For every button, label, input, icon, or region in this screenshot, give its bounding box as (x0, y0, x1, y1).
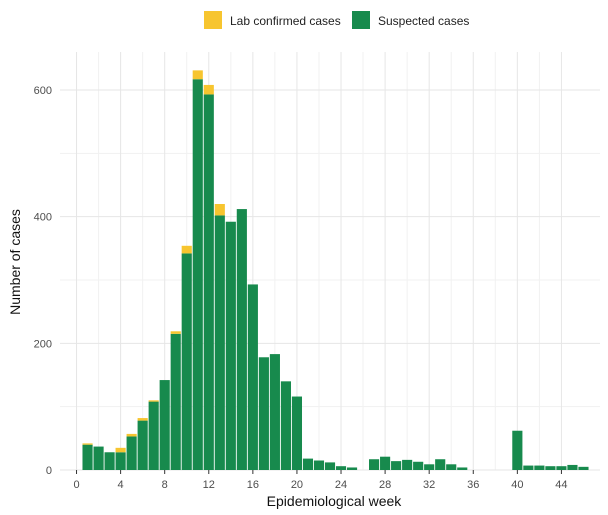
legend-label-lab-confirmed: Lab confirmed cases (230, 14, 341, 28)
bar-suspected-cases-week-19 (280, 381, 291, 470)
x-tick-label: 40 (511, 479, 523, 491)
bar-suspected-cases-week-25 (346, 467, 358, 470)
bar-lab-confirmed-cases-week-4 (115, 447, 126, 453)
bar-suspected-cases-week-21 (302, 458, 314, 470)
bar-lab-confirmed-cases-week-10 (181, 245, 192, 254)
bar-suspected-cases-week-31 (413, 461, 424, 470)
legend-swatch-lab-confirmed (204, 11, 222, 29)
bar-suspected-cases-week-2 (93, 446, 104, 470)
bar-suspected-cases-week-18 (269, 354, 280, 470)
x-tick-label: 0 (73, 479, 79, 491)
y-axis-ticks: 0 200 400 600 (34, 85, 52, 477)
legend: Lab confirmed cases Suspected cases (204, 11, 469, 29)
bar-suspected-cases-week-11 (192, 79, 203, 470)
bar-suspected-cases-week-33 (435, 459, 446, 470)
bar-suspected-cases-week-42 (534, 465, 545, 470)
bar-lab-confirmed-cases-week-11 (192, 70, 203, 80)
bar-suspected-cases-week-14 (225, 221, 236, 470)
bar-lab-confirmed-cases-week-13 (214, 204, 225, 216)
bar-lab-confirmed-cases-week-6 (137, 418, 148, 421)
bar-suspected-cases-week-20 (291, 396, 303, 470)
bar-suspected-cases-week-10 (181, 253, 192, 470)
bar-suspected-cases-week-12 (203, 94, 214, 470)
bar-lab-confirmed-cases-week-5 (126, 433, 137, 437)
y-tick-label: 200 (34, 338, 52, 350)
bar-suspected-cases-week-44 (556, 466, 567, 470)
x-tick-label: 8 (162, 479, 168, 491)
bar-suspected-cases-week-43 (545, 466, 556, 470)
bar-suspected-cases-week-1 (82, 444, 93, 470)
bar-suspected-cases-week-28 (380, 456, 391, 470)
x-tick-label: 36 (467, 479, 479, 491)
y-tick-label: 0 (46, 465, 52, 477)
y-tick-label: 600 (34, 85, 52, 97)
bars (82, 70, 589, 471)
bar-suspected-cases-week-30 (402, 459, 413, 470)
bar-suspected-cases-week-7 (148, 401, 159, 470)
gridlines (60, 52, 600, 471)
bar-suspected-cases-week-8 (159, 380, 170, 470)
bar-lab-confirmed-cases-week-1 (82, 443, 93, 445)
bar-lab-confirmed-cases-week-7 (148, 400, 159, 402)
x-axis-label: Epidemiological week (267, 493, 403, 509)
bar-suspected-cases-week-17 (258, 357, 269, 470)
x-tick-label: 4 (118, 479, 124, 491)
bar-suspected-cases-week-24 (335, 466, 347, 470)
bar-suspected-cases-week-32 (424, 464, 435, 470)
x-axis-ticks: 0 4 8 12 16 20 24 28 32 36 40 44 (73, 470, 568, 491)
y-tick-label: 400 (34, 212, 52, 224)
x-tick-label: 16 (247, 479, 259, 491)
bar-suspected-cases-week-46 (578, 466, 589, 470)
legend-label-suspected: Suspected cases (378, 14, 469, 28)
x-tick-label: 12 (203, 479, 215, 491)
x-tick-label: 28 (379, 479, 391, 491)
x-tick-label: 24 (335, 479, 347, 491)
bar-suspected-cases-week-6 (137, 420, 148, 470)
bar-suspected-cases-week-16 (247, 284, 258, 470)
bar-suspected-cases-week-13 (214, 215, 225, 470)
bar-suspected-cases-week-3 (104, 452, 115, 470)
bar-suspected-cases-week-40 (512, 430, 523, 470)
bar-suspected-cases-week-4 (115, 452, 126, 470)
bar-suspected-cases-week-9 (170, 333, 181, 470)
bar-suspected-cases-week-15 (236, 209, 247, 471)
x-tick-label: 44 (555, 479, 567, 491)
bar-suspected-cases-week-41 (523, 465, 534, 470)
bar-suspected-cases-week-35 (457, 467, 468, 470)
bar-suspected-cases-week-29 (391, 461, 402, 470)
bar-suspected-cases-week-45 (567, 464, 578, 470)
y-axis-label: Number of cases (7, 209, 23, 315)
bar-suspected-cases-week-5 (126, 436, 137, 470)
bar-suspected-cases-week-23 (324, 462, 336, 470)
x-tick-label: 32 (423, 479, 435, 491)
bar-lab-confirmed-cases-week-12 (203, 84, 214, 95)
bar-suspected-cases-week-34 (446, 464, 457, 470)
legend-swatch-suspected (352, 11, 370, 29)
bar-lab-confirmed-cases-week-9 (170, 331, 181, 334)
x-tick-label: 20 (291, 479, 303, 491)
bar-suspected-cases-week-27 (369, 459, 380, 470)
bar-suspected-cases-week-22 (313, 460, 325, 470)
plot-panel (60, 52, 600, 470)
